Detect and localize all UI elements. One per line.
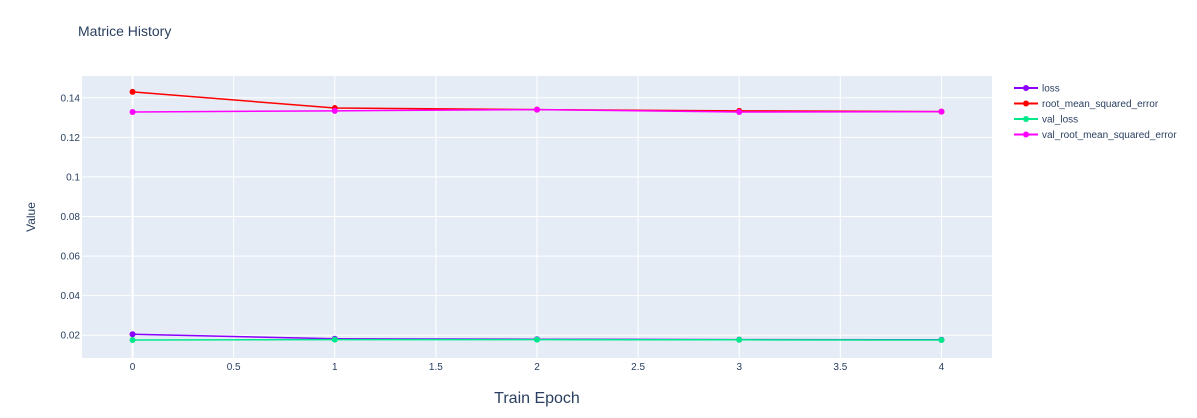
y-tick-label: 0.14	[61, 93, 81, 104]
x-tick-label: 3.5	[833, 362, 847, 373]
x-tick-label: 0	[130, 362, 136, 373]
legend-item[interactable]: root_mean_squared_error	[1014, 99, 1159, 110]
data-point[interactable]	[331, 107, 338, 114]
y-tick-labels: 0.02 0.04 0.06 0.08 0.1 0.12 0.14	[61, 93, 81, 341]
series-val_loss	[129, 336, 945, 343]
series-val_root_mean_squared_error	[129, 106, 945, 116]
data-point[interactable]	[938, 108, 945, 115]
data-point[interactable]	[129, 331, 136, 338]
x-tick-label: 0.5	[227, 362, 241, 373]
x-tick-label: 1	[332, 362, 338, 373]
x-tick-label: 1.5	[429, 362, 443, 373]
x-tick-label: 2.5	[631, 362, 645, 373]
legend-swatch-marker	[1023, 100, 1029, 107]
data-point[interactable]	[129, 109, 136, 116]
legend[interactable]: loss root_mean_squared_error val_loss val_r…	[1014, 84, 1177, 142]
grid	[82, 76, 992, 358]
data-point[interactable]	[736, 336, 743, 343]
legend-label: val_loss	[1042, 115, 1078, 126]
data-point[interactable]	[938, 336, 945, 343]
legend-swatch-marker	[1023, 131, 1029, 138]
x-tick-label: 2	[534, 362, 540, 373]
legend-label: loss	[1042, 84, 1060, 95]
y-axis-label: Value	[24, 202, 38, 232]
legend-item[interactable]: val_root_mean_squared_error	[1014, 130, 1177, 141]
y-tick-label: 0.08	[61, 212, 81, 223]
data-point[interactable]	[331, 336, 338, 343]
y-tick-label: 0.02	[61, 331, 81, 342]
y-tick-label: 0.06	[61, 252, 81, 263]
data-point[interactable]	[129, 88, 136, 95]
legend-item[interactable]: val_loss	[1014, 115, 1078, 126]
y-tick-label: 0.04	[61, 291, 81, 302]
x-tick-label: 3	[736, 362, 742, 373]
legend-swatch-marker	[1023, 116, 1029, 122]
data-point[interactable]	[534, 336, 540, 343]
legend-item[interactable]: loss	[1014, 84, 1060, 95]
data-point[interactable]	[534, 106, 540, 113]
legend-label: root_mean_squared_error	[1042, 99, 1159, 110]
y-tick-label: 0.12	[61, 133, 81, 144]
x-tick-label: 4	[939, 362, 945, 373]
legend-label: val_root_mean_squared_error	[1042, 130, 1177, 141]
y-tick-label: 0.1	[66, 172, 80, 183]
data-point[interactable]	[736, 109, 743, 116]
legend-swatch-marker	[1023, 85, 1029, 91]
series	[129, 88, 945, 343]
chart-title: Matrice History	[78, 23, 171, 39]
x-axis-label: Train Epoch	[494, 390, 580, 407]
x-tick-labels: 0 0.5 1 1.5 2 2.5 3 3.5 4	[130, 362, 945, 373]
data-point[interactable]	[129, 336, 136, 343]
